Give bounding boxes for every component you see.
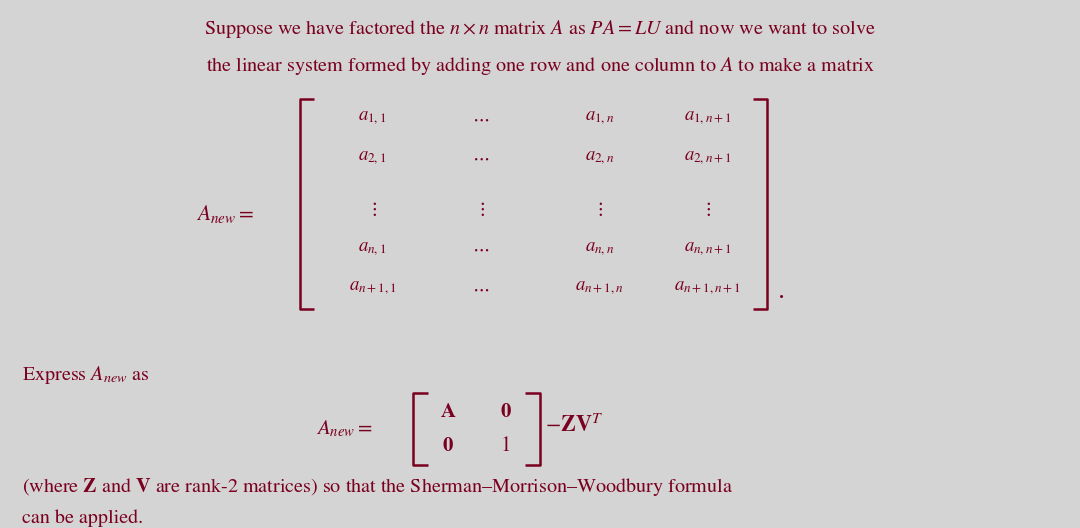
Text: $\vdots$: $\vdots$ — [595, 200, 604, 218]
Text: $a_{n,1}$: $a_{n,1}$ — [359, 241, 387, 258]
Text: $\mathbf{0}$: $\mathbf{0}$ — [443, 436, 454, 456]
Text: $a_{n+1,n}$: $a_{n+1,n}$ — [575, 280, 624, 297]
Text: $a_{1,n+1}$: $a_{1,n+1}$ — [684, 110, 731, 127]
Text: $\vdots$: $\vdots$ — [368, 200, 377, 218]
Text: $A_{\mathit{new}} =$: $A_{\mathit{new}} =$ — [316, 418, 373, 439]
Text: $a_{1,n}$: $a_{1,n}$ — [584, 110, 615, 127]
Text: $a_{1,1}$: $a_{1,1}$ — [359, 110, 387, 127]
Text: $\vdots$: $\vdots$ — [476, 200, 485, 218]
Text: $a_{2,n}$: $a_{2,n}$ — [584, 150, 615, 167]
Text: $\cdots$: $\cdots$ — [472, 241, 489, 258]
Text: $a_{n+1,n+1}$: $a_{n+1,n+1}$ — [674, 280, 741, 297]
Text: $\cdots$: $\cdots$ — [472, 110, 489, 127]
Text: $\cdots$: $\cdots$ — [472, 280, 489, 297]
Text: $\mathbf{0}$: $\mathbf{0}$ — [500, 402, 511, 422]
Text: $a_{n+1,1}$: $a_{n+1,1}$ — [349, 280, 396, 297]
Text: $a_{n,n+1}$: $a_{n,n+1}$ — [684, 241, 731, 258]
Text: $a_{2,n+1}$: $a_{2,n+1}$ — [684, 150, 731, 167]
Text: .: . — [778, 278, 785, 304]
Text: $a_{n,n}$: $a_{n,n}$ — [584, 241, 615, 258]
Text: (where $\mathbf{Z}$ and $\mathbf{V}$ are rank-2 matrices) so that the Sherman–Mo: (where $\mathbf{Z}$ and $\mathbf{V}$ are… — [22, 476, 732, 498]
Text: $\vdots$: $\vdots$ — [703, 200, 712, 218]
Text: $1$: $1$ — [500, 436, 511, 456]
Text: $A_{\mathit{new}} =$: $A_{\mathit{new}} =$ — [195, 203, 254, 225]
Text: can be applied.: can be applied. — [22, 510, 143, 527]
Text: $a_{2,1}$: $a_{2,1}$ — [359, 150, 387, 167]
Text: $-\mathbf{Z}\mathbf{V}^{T}$: $-\mathbf{Z}\mathbf{V}^{T}$ — [545, 415, 604, 437]
Text: Suppose we have factored the $n \times n$ matrix $A$ as $\mathbf{\mathit{PA}} = : Suppose we have factored the $n \times n… — [204, 18, 876, 41]
Text: the linear system formed by adding one row and one column to $A$ to make a matri: the linear system formed by adding one r… — [205, 55, 875, 78]
Text: $\cdots$: $\cdots$ — [472, 150, 489, 167]
Text: $\mathbf{A}$: $\mathbf{A}$ — [440, 402, 457, 422]
Text: Express $A_{\mathit{new}}$ as: Express $A_{\mathit{new}}$ as — [22, 364, 149, 386]
